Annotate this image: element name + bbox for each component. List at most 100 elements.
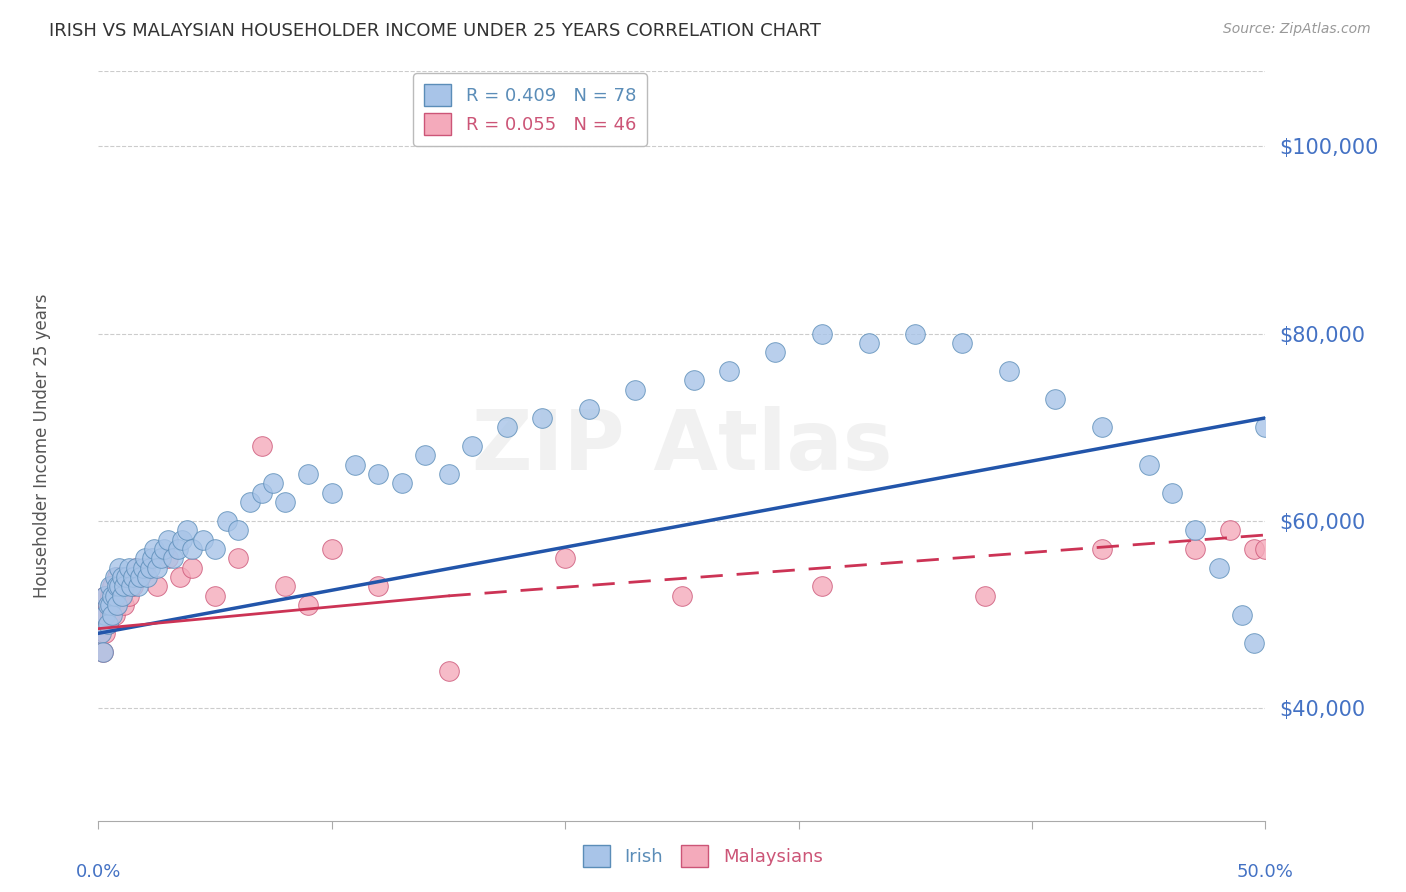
Point	[97, 617, 120, 632]
Point	[1208, 561, 1230, 575]
Point	[120, 580, 142, 594]
Point	[1254, 420, 1277, 434]
Point	[180, 542, 202, 557]
Point	[98, 589, 121, 603]
Text: IRISH VS MALAYSIAN HOUSEHOLDER INCOME UNDER 25 YEARS CORRELATION CHART: IRISH VS MALAYSIAN HOUSEHOLDER INCOME UN…	[49, 22, 821, 40]
Point	[166, 542, 188, 557]
Text: Householder Income Under 25 years: Householder Income Under 25 years	[34, 293, 52, 599]
Text: 50.0%: 50.0%	[1237, 863, 1294, 880]
Point	[152, 542, 174, 557]
Legend: Irish, Malaysians: Irish, Malaysians	[576, 838, 830, 874]
Point	[1045, 392, 1067, 407]
Point	[118, 561, 141, 575]
Point	[413, 449, 436, 463]
Point	[90, 626, 112, 640]
Point	[554, 551, 576, 566]
Point	[274, 495, 297, 509]
Point	[391, 476, 413, 491]
Point	[98, 580, 121, 594]
Point	[108, 561, 131, 575]
Point	[717, 364, 740, 378]
Point	[94, 589, 117, 603]
Point	[974, 589, 997, 603]
Point	[112, 580, 135, 594]
Point	[125, 561, 148, 575]
Point	[98, 607, 121, 622]
Point	[97, 599, 120, 613]
Point	[682, 374, 704, 388]
Point	[172, 533, 194, 547]
Point	[204, 589, 226, 603]
Point	[134, 561, 156, 575]
Point	[496, 420, 519, 434]
Point	[122, 580, 145, 594]
Point	[146, 580, 169, 594]
Point	[950, 336, 973, 351]
Point	[461, 439, 484, 453]
Point	[94, 607, 117, 622]
Point	[1137, 458, 1160, 472]
Point	[1091, 542, 1114, 557]
Point	[624, 383, 647, 397]
Point	[530, 410, 553, 425]
Point	[858, 336, 880, 351]
Point	[321, 485, 343, 500]
Point	[437, 664, 460, 678]
Text: Source: ZipAtlas.com: Source: ZipAtlas.com	[1223, 22, 1371, 37]
Point	[101, 580, 124, 594]
Point	[122, 570, 145, 584]
Point	[91, 607, 114, 622]
Text: 0.0%: 0.0%	[76, 863, 121, 880]
Point	[129, 570, 152, 584]
Point	[108, 580, 131, 594]
Point	[98, 599, 121, 613]
Point	[104, 589, 127, 603]
Point	[139, 561, 162, 575]
Point	[105, 599, 128, 613]
Point	[105, 599, 128, 613]
Point	[811, 326, 834, 341]
Text: ZIP Atlas: ZIP Atlas	[471, 406, 893, 486]
Point	[215, 514, 238, 528]
Point	[127, 580, 149, 594]
Legend: R = 0.409   N = 78, R = 0.055   N = 46: R = 0.409 N = 78, R = 0.055 N = 46	[413, 73, 647, 145]
Point	[367, 467, 389, 482]
Point	[1184, 524, 1206, 538]
Point	[105, 580, 128, 594]
Point	[129, 570, 152, 584]
Point	[228, 551, 250, 566]
Point	[250, 485, 273, 500]
Point	[1184, 542, 1206, 557]
Point	[134, 551, 156, 566]
Point	[90, 626, 112, 640]
Point	[97, 599, 120, 613]
Point	[97, 617, 120, 632]
Point	[1243, 542, 1265, 557]
Point	[115, 570, 138, 584]
Point	[262, 476, 284, 491]
Point	[111, 589, 134, 603]
Point	[162, 551, 184, 566]
Point	[671, 589, 693, 603]
Point	[125, 561, 148, 575]
Point	[112, 599, 135, 613]
Point	[437, 467, 460, 482]
Point	[157, 551, 180, 566]
Point	[104, 607, 127, 622]
Point	[105, 570, 128, 584]
Point	[176, 524, 198, 538]
Point	[132, 561, 155, 575]
Point	[115, 580, 138, 594]
Point	[180, 561, 202, 575]
Point	[1091, 420, 1114, 434]
Point	[321, 542, 343, 557]
Point	[111, 570, 134, 584]
Point	[94, 589, 117, 603]
Point	[204, 542, 226, 557]
Point	[344, 458, 367, 472]
Point	[1254, 542, 1277, 557]
Point	[297, 467, 319, 482]
Point	[239, 495, 262, 509]
Point	[91, 645, 114, 659]
Point	[101, 589, 124, 603]
